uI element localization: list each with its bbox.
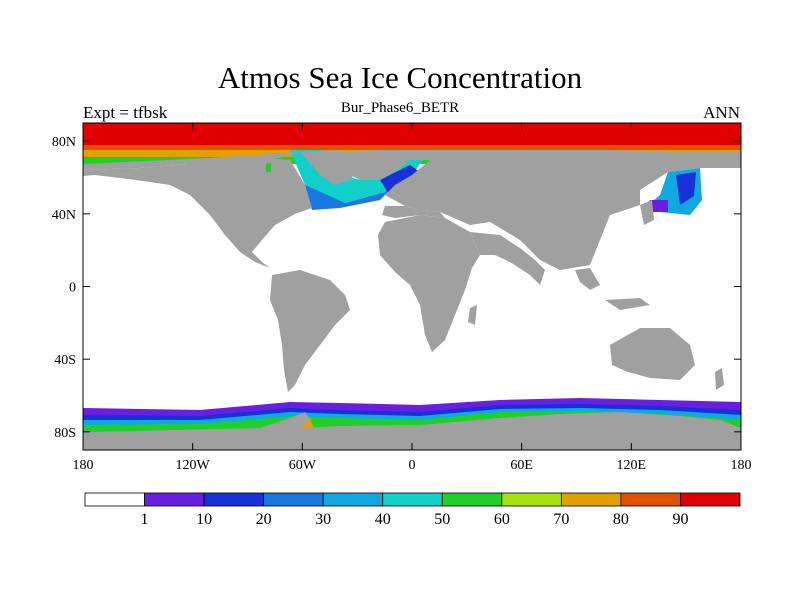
colorbar-swatch	[441, 492, 503, 507]
colorbar-label: 60	[494, 511, 510, 528]
y-tick-label: 80N	[52, 135, 76, 150]
colorbar-swatch	[263, 492, 324, 507]
season-label: ANN	[703, 103, 740, 122]
x-tick-label: 0	[409, 458, 416, 473]
y-tick-label: 40N	[52, 208, 76, 223]
case-subtitle: Bur_Phase6_BETR	[340, 100, 460, 116]
map-content	[83, 123, 741, 450]
colorbar-swatch	[620, 492, 681, 507]
colorbar-swatch	[84, 492, 145, 507]
experiment-label: Expt = tfbsk	[83, 103, 168, 122]
x-axis: 180 120W 60W 0 60E 120E 180	[73, 123, 752, 473]
colorbar-label: 20	[256, 511, 272, 528]
x-tick-label: 120W	[176, 458, 211, 473]
colorbar-swatch	[322, 492, 384, 507]
colorbar-label: 1	[141, 511, 149, 528]
y-tick-label: 40S	[54, 353, 76, 368]
y-tick-label: 80S	[54, 426, 76, 441]
hudson-bay-ice	[266, 163, 271, 172]
land	[83, 150, 741, 450]
colorbar-swatch	[382, 492, 443, 507]
plot-title: Atmos Sea Ice Concentration	[217, 60, 583, 95]
y-axis: 80N 40N 0 40S 80S	[52, 135, 741, 441]
colorbar-swatch	[680, 492, 741, 507]
colorbar-label: 40	[375, 511, 391, 528]
y-tick-label: 0	[69, 281, 76, 296]
colorbar: 1 10 20 30 40 50 60 70 80 90	[84, 492, 741, 528]
x-tick-label: 60W	[289, 458, 317, 473]
colorbar-swatch	[560, 492, 622, 507]
colorbar-label: 10	[196, 511, 212, 528]
x-tick-label: 180	[73, 458, 94, 473]
x-tick-label: 180	[731, 458, 752, 473]
colorbar-swatch	[203, 492, 265, 507]
colorbar-label: 80	[613, 511, 629, 528]
colorbar-label: 90	[672, 511, 688, 528]
colorbar-label: 50	[434, 511, 450, 528]
x-tick-label: 120E	[617, 458, 647, 473]
colorbar-label: 30	[315, 511, 331, 528]
colorbar-swatch	[144, 492, 205, 507]
colorbar-swatch	[501, 492, 562, 507]
colorbar-label: 70	[553, 511, 569, 528]
x-tick-label: 60E	[510, 458, 533, 473]
